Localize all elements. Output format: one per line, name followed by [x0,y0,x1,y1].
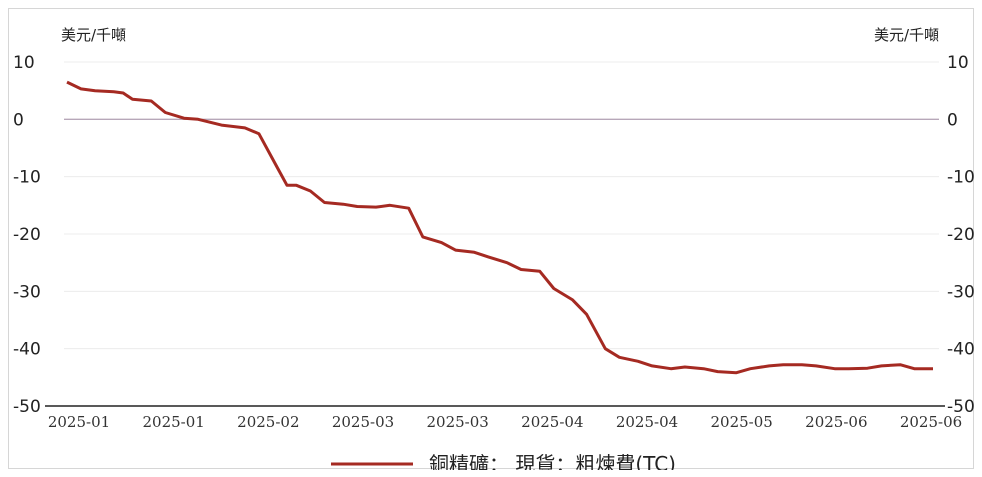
y-tick-label-right: -10 [947,168,975,188]
y-axis-left: 10 0 -10 -20 -30 -40 -50 [13,53,41,417]
x-tick-label: 2025-04 [521,413,583,431]
x-tick-label: 2025-02 [237,413,299,431]
y-tick-label-left: -50 [13,397,41,417]
unit-label-right: 美元/千噸 [874,26,939,44]
y-tick-label-right: 10 [947,53,969,73]
x-tick-label: 2025-03 [332,413,394,431]
y-tick-label-left: 10 [13,53,35,73]
x-tick-label: 2025-06 [900,413,962,431]
y-tick-label-right: 0 [947,110,958,130]
x-tick-label: 2025-05 [710,413,772,431]
y-tick-label-right: -30 [947,282,975,302]
y-tick-label-left: 0 [13,110,24,130]
y-tick-label-left: -30 [13,282,41,302]
y-tick-label-right: -40 [947,340,975,360]
gridlines [64,61,939,350]
legend-label: 銅精礦： 現貨：粗煉費(TC) [429,452,676,470]
chart-frame: 美元/千噸 美元/千噸 10 0 -10 -20 -30 -40 -50 10 0 -10 -20… [8,8,975,470]
series-layer [66,80,933,375]
x-axis: 2025-01 2025-01 2025-02 2025-03 2025-03 2025-… [48,413,962,431]
unit-label-left: 美元/千噸 [61,26,126,44]
x-tick-label: 2025-06 [805,413,867,431]
x-tick-label: 2025-01 [48,413,110,431]
legend: 銅精礦： 現貨：粗煉費(TC) [331,452,676,470]
x-tick-label: 2025-04 [616,413,678,431]
copper-tc-chart: 美元/千噸 美元/千噸 10 0 -10 -20 -30 -40 -50 10 0 -10 -20… [13,26,975,470]
x-tick-label: 2025-01 [142,413,204,431]
series-line [66,80,933,375]
y-tick-label-left: -10 [13,168,41,188]
y-axis-right: 10 0 -10 -20 -30 -40 -50 [947,53,975,417]
x-tick-label: 2025-03 [426,413,488,431]
y-tick-label-left: -20 [13,225,41,245]
y-tick-label-left: -40 [13,340,41,360]
y-tick-label-right: -20 [947,225,975,245]
y-tick-label-right: -50 [947,397,975,417]
